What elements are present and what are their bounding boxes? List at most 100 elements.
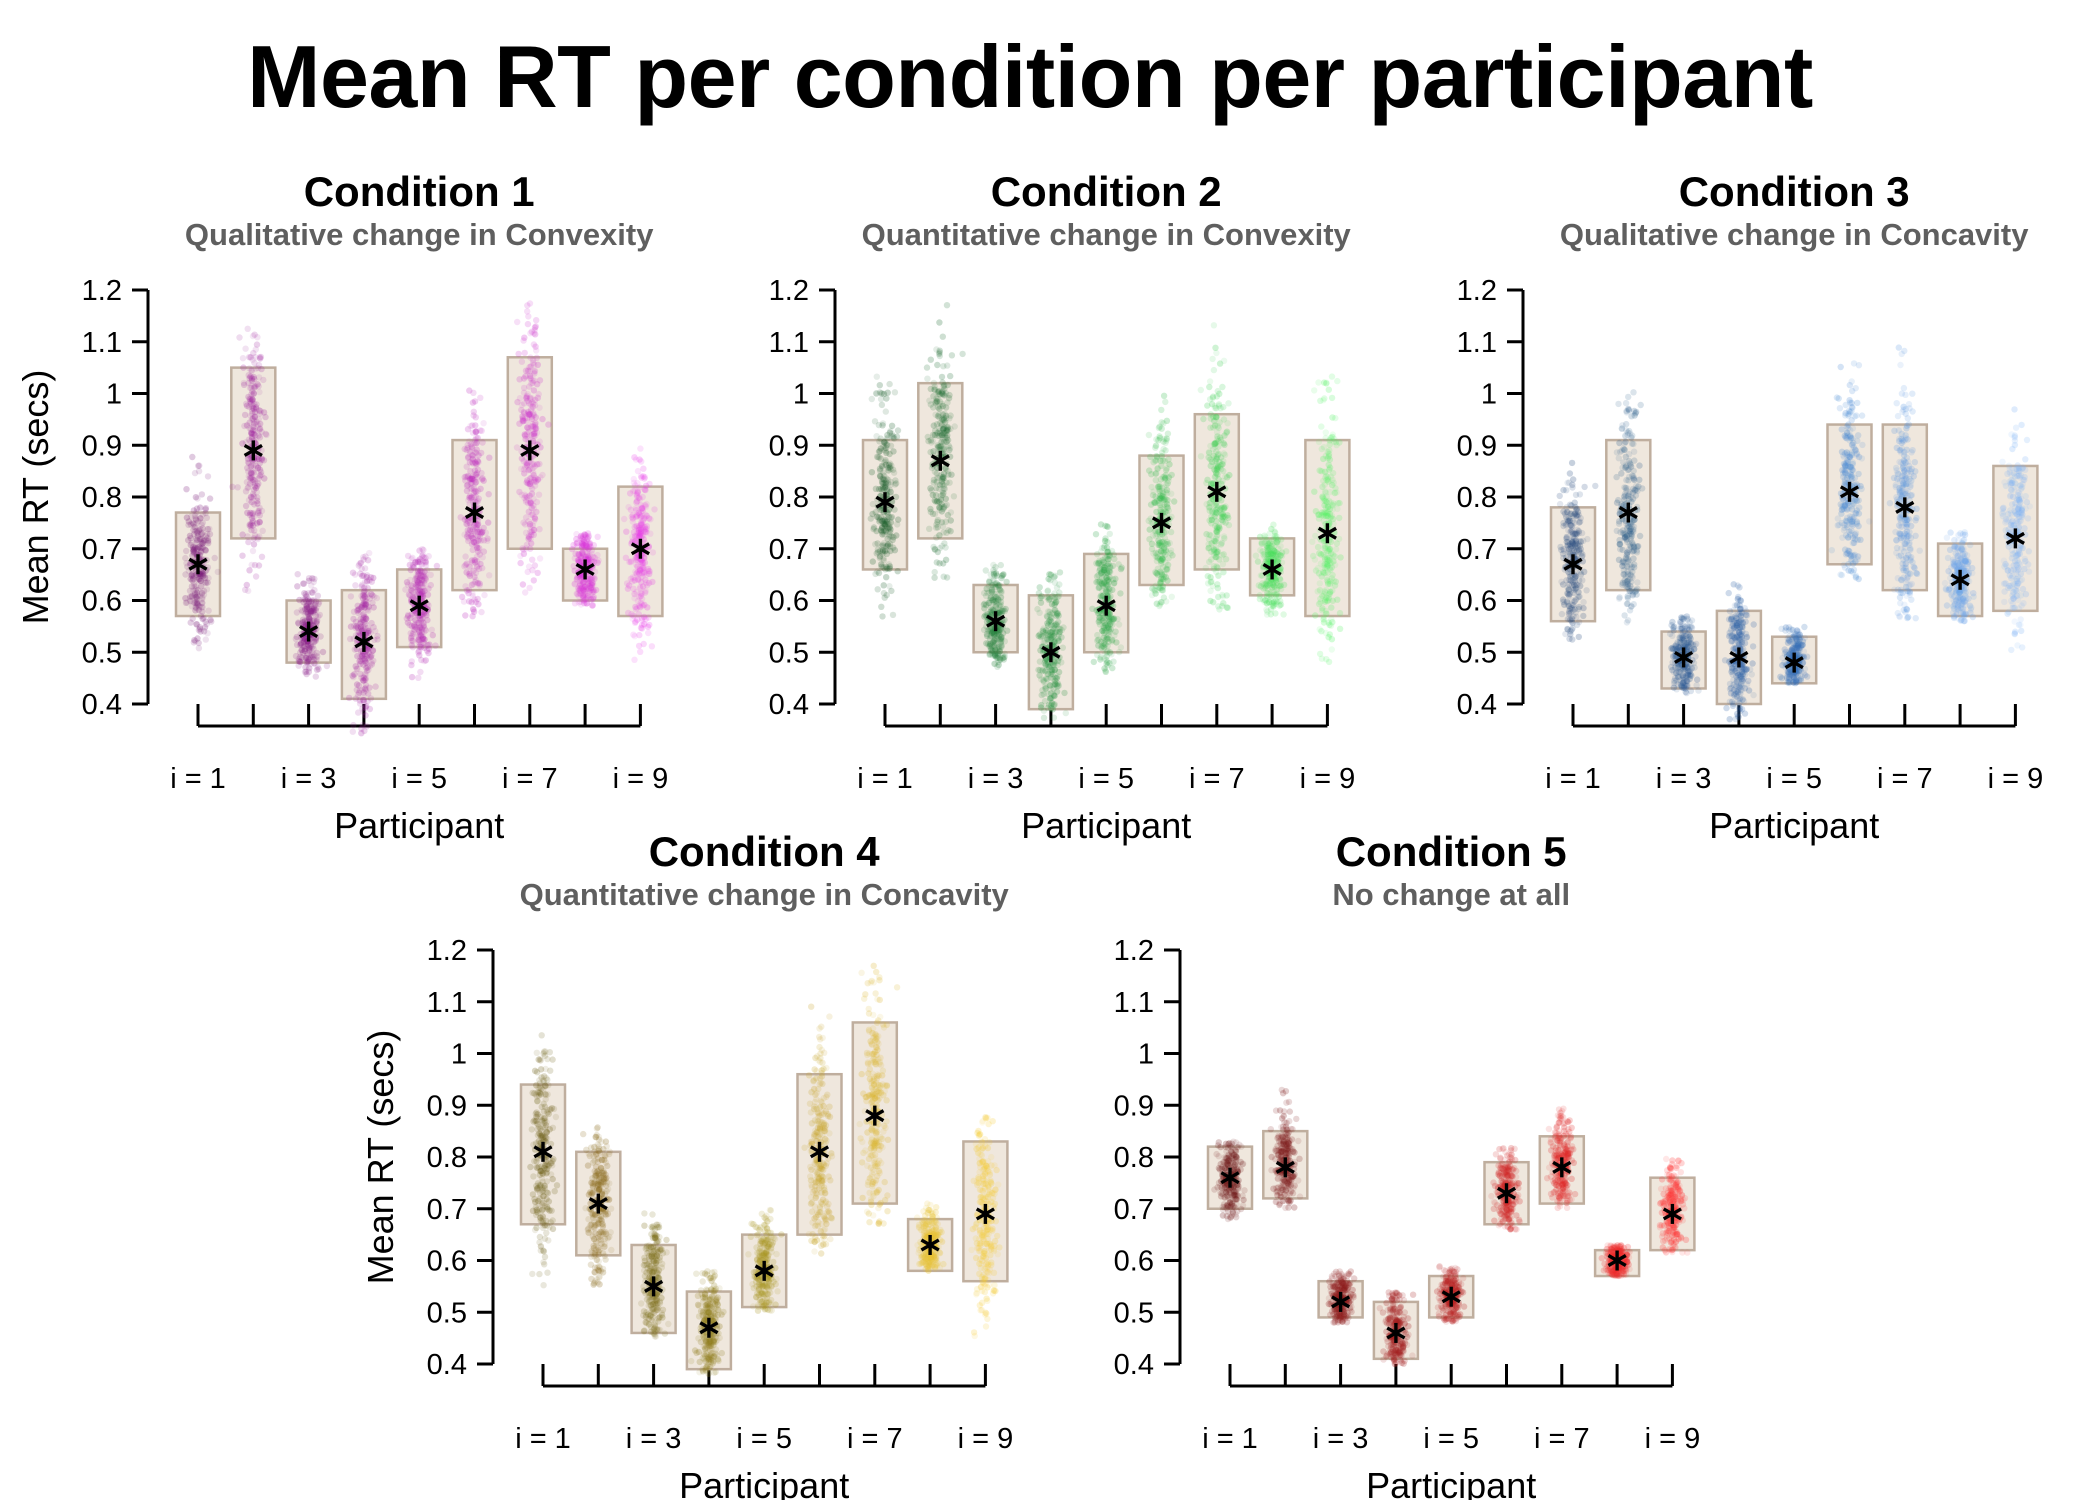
sample-point [1040,677,1047,684]
sample-point [1159,587,1167,594]
sample-point [243,581,250,589]
sample-point [198,521,205,529]
sample-point [360,611,367,618]
sample-point [939,333,946,340]
sample-point [190,639,197,646]
sample-point [530,577,537,584]
sample-point [258,455,265,462]
sample-point [1336,499,1343,507]
sample-point [1264,586,1272,593]
sample-point [526,480,533,487]
sample-point [186,532,194,539]
sample-point [1094,637,1101,644]
sample-point [204,536,212,544]
sample-point [868,395,875,403]
sample-point [201,578,208,586]
sample-point [206,531,214,538]
sample-point [193,509,200,516]
sample-point [1330,500,1337,507]
sample-point [187,575,194,583]
sample-point [202,547,209,554]
sample-point [202,506,209,513]
sample-point [196,625,204,633]
sample-point [945,426,952,433]
sample-point [1219,460,1226,468]
sample-point [464,520,471,528]
sample-point [942,556,950,563]
sample-point [191,583,198,590]
sample-point [185,521,192,529]
sample-point [1090,658,1098,666]
sample-point [470,580,477,588]
sample-point [521,470,528,477]
sample-point [193,505,201,512]
sample-point [197,504,204,511]
participant-8 [561,530,609,609]
sample-point [583,541,590,548]
sample-point [252,573,260,580]
sample-point [193,605,200,612]
sample-point [936,414,943,421]
sample-point [535,491,543,498]
sample-point [201,537,208,544]
sample-point [191,590,199,597]
sample-point [185,537,192,544]
sample-point [477,485,484,492]
sample-point [246,567,253,574]
sample-point [190,575,197,582]
sample-point [408,658,415,665]
sample-point [1332,546,1340,553]
sample-point [425,585,432,592]
sample-point [239,355,247,362]
sample-point [997,639,1004,646]
sample-point [300,580,307,587]
sample-point [879,422,886,429]
sample-point [891,389,899,396]
sample-point [197,514,204,522]
sample-point [530,410,537,417]
sample-point [196,623,203,631]
sample-point [1311,556,1319,563]
sample-point [649,549,657,556]
sample-point [528,415,536,422]
sample-point [1148,519,1155,527]
sample-point [462,553,469,560]
sample-point [1158,452,1166,460]
sample-point [524,302,531,309]
sample-point [1162,551,1169,558]
mean-marker [188,554,208,575]
sample-point [205,540,212,547]
sample-point [1326,447,1333,454]
sample-point [581,583,588,591]
sample-point [1328,373,1336,380]
sample-point [201,624,209,631]
sample-point [886,543,894,550]
sample-point [245,459,253,467]
sample-point [524,320,532,328]
sample-point [194,601,201,609]
sample-point [187,597,194,605]
sample-point [202,579,210,586]
sample-point [651,506,658,513]
sample-point [191,549,198,556]
sample-point [1159,490,1167,497]
sample-point [312,673,319,680]
sample-point [1161,540,1168,547]
sample-point [251,480,259,487]
sample-point [199,568,206,576]
sample-point [1160,392,1168,399]
sample-point [250,535,257,542]
sample-point [588,584,595,591]
sample-point [311,602,319,609]
sample-point [472,471,479,478]
sample-point [1152,582,1160,589]
sample-point [260,409,268,416]
sample-point [1212,473,1219,480]
sample-point [1252,552,1260,559]
sample-point [195,645,203,652]
participant-6 [451,387,498,620]
sample-point [892,493,900,501]
sample-point [931,574,938,581]
sample-point [188,592,196,600]
sample-point [194,576,201,584]
